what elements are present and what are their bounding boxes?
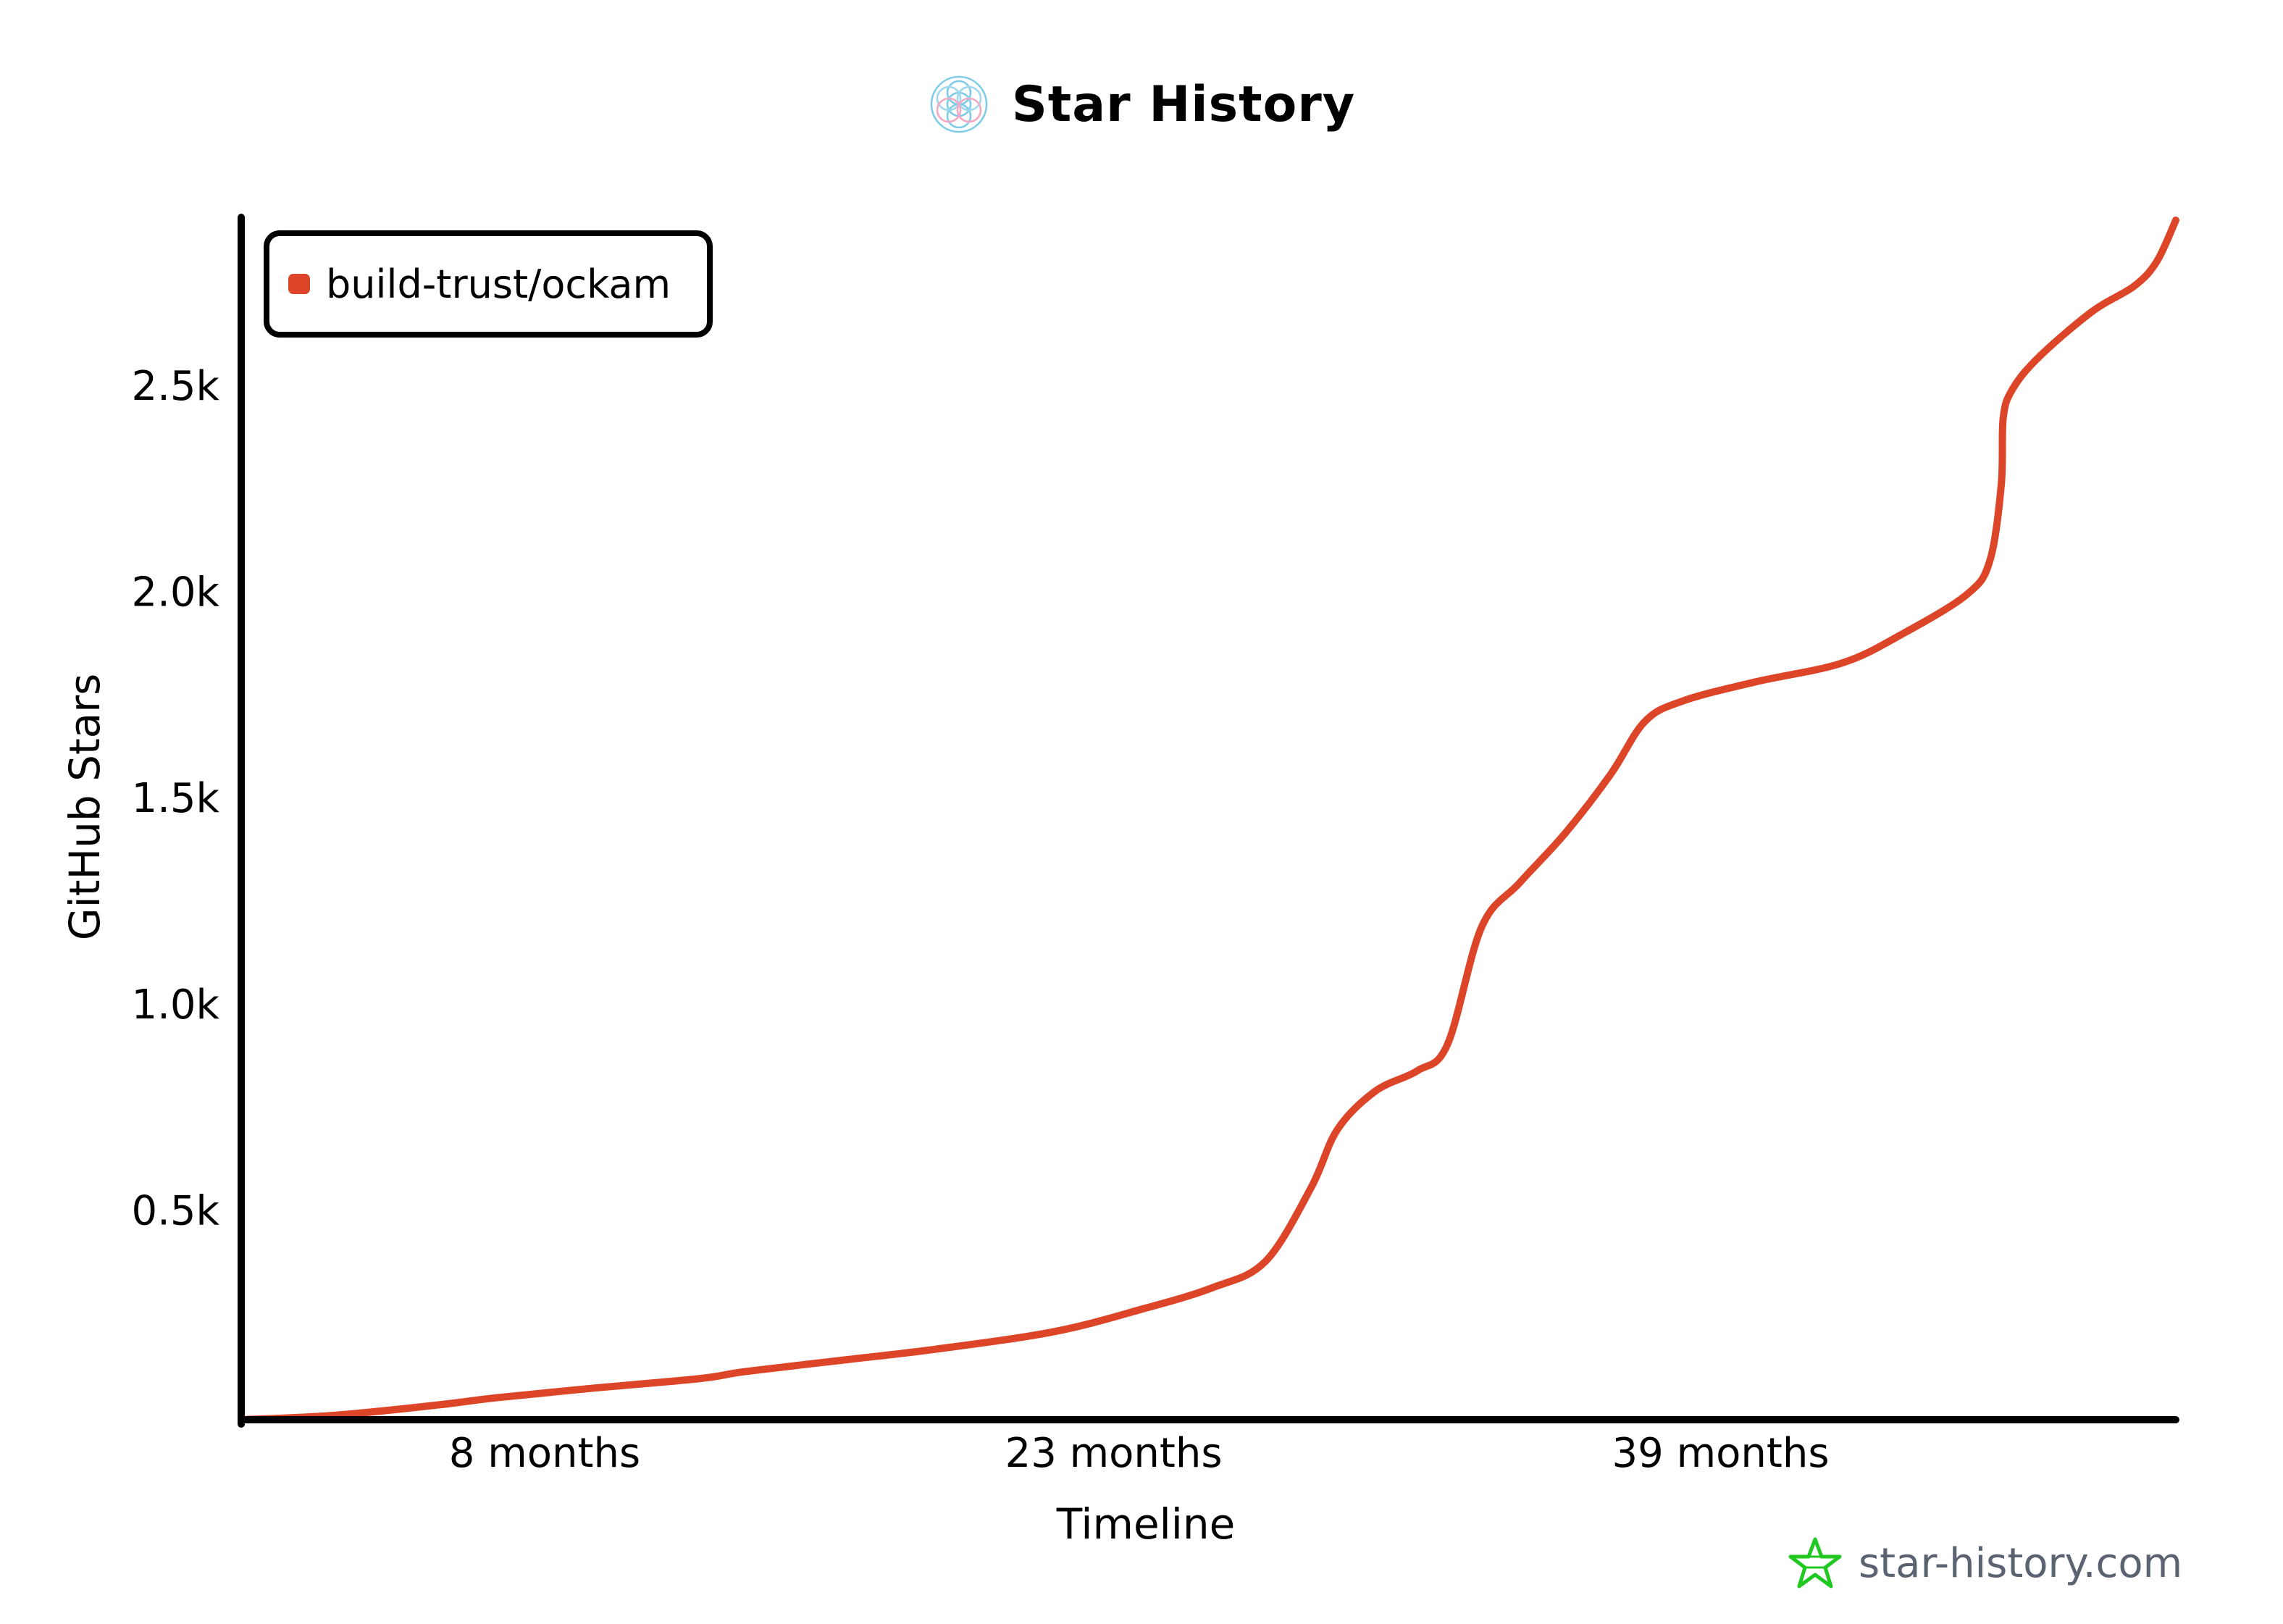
x-tick-label: 8 months: [449, 1430, 640, 1477]
watermark: star-history.com: [1788, 1528, 2182, 1598]
y-tick-labels: 0.5k 1.0k 1.5k 2.0k 2.5k: [132, 363, 220, 1235]
watermark-text: star-history.com: [1859, 1539, 2183, 1587]
y-tick-label: 1.0k: [132, 981, 220, 1029]
y-tick-label: 1.5k: [132, 775, 220, 822]
x-tick-labels: 8 months 23 months 39 months: [449, 1430, 1830, 1477]
series-layer: [238, 217, 2179, 1423]
chart-legend: build-trust/ockam: [264, 230, 713, 338]
series-line-0: [238, 217, 2179, 1423]
y-axis-label: GitHub Stars: [60, 674, 109, 941]
chart-title: Star History: [1011, 75, 1356, 133]
x-tick-label: 39 months: [1612, 1430, 1830, 1477]
star-icon: [1788, 1537, 1842, 1589]
star-history-logo-icon: [930, 75, 988, 133]
x-axis-label: Timeline: [1056, 1499, 1236, 1549]
y-tick-label: 0.5k: [132, 1188, 220, 1235]
y-tick-label: 2.0k: [132, 569, 220, 616]
chart-header: Star History: [0, 68, 2283, 141]
y-tick-label: 2.5k: [132, 363, 220, 410]
legend-label: build-trust/ockam: [326, 261, 671, 307]
legend-marker: [288, 274, 310, 294]
x-tick-label: 23 months: [1005, 1430, 1223, 1477]
